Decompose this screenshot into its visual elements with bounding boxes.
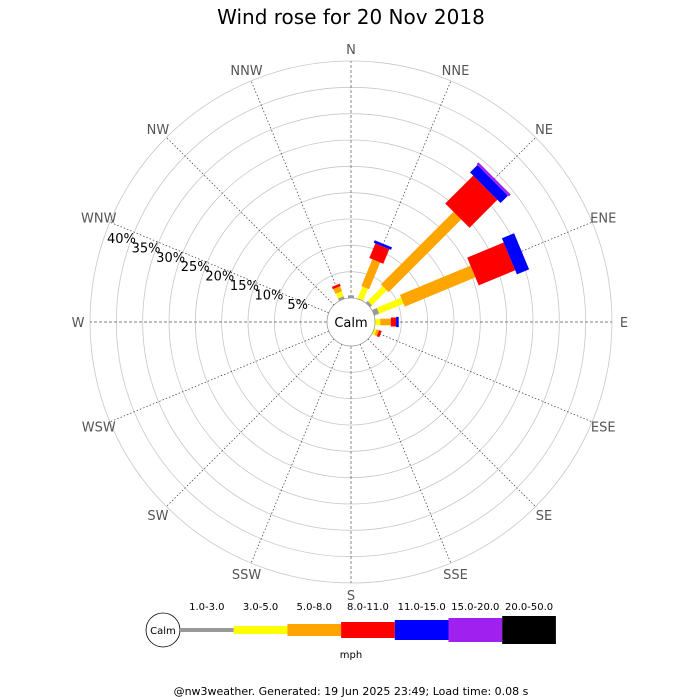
bar-e-11.0-15.0 (396, 316, 399, 328)
direction-label-sse: SSE (443, 568, 468, 583)
bar-ne-15.0-20.0 (476, 162, 511, 197)
bar-ne-5.0-8.0 (380, 211, 462, 293)
bar-ese-3.0-5.0 (372, 328, 377, 335)
grid-spoke (367, 338, 536, 507)
grid-spoke (166, 137, 335, 306)
bar-n-1.0-3.0 (348, 295, 354, 298)
calm-label: Calm (334, 316, 367, 331)
legend-bin-label: 1.0-3.0 (189, 602, 224, 613)
radial-label: 40% (107, 232, 136, 247)
legend-unit: mph (340, 650, 362, 661)
legend-swatch-11.0-15.0 (394, 620, 449, 640)
direction-label-nnw: NNW (230, 64, 262, 79)
legend-bin-label: 8.0-11.0 (347, 602, 389, 613)
direction-label-n: N (346, 43, 356, 58)
radial-label: 30% (156, 251, 185, 266)
direction-label-wsw: WSW (82, 420, 116, 435)
calm-center: Calm (326, 297, 376, 347)
legend-bin-label: 20.0-50.0 (505, 602, 553, 613)
legend-bin-label: 15.0-20.0 (451, 602, 499, 613)
grid-spoke (250, 344, 343, 564)
radial-label: 15% (230, 279, 259, 294)
grid-spoke (109, 330, 329, 423)
grid-spoke (109, 221, 329, 314)
bar-ene-5.0-8.0 (399, 265, 476, 307)
grid-ring (247, 218, 455, 426)
bar-ne-1.0-3.0 (365, 301, 372, 308)
grid-spoke (166, 338, 335, 507)
grid-spoke (250, 80, 343, 300)
legend-swatch-8.0-11.0 (341, 622, 395, 638)
legend-calm-label: Calm (150, 626, 176, 637)
calm-circle (326, 297, 376, 347)
direction-label-sw: SW (147, 509, 168, 524)
legend-bin-label: 3.0-5.0 (243, 602, 278, 613)
direction-label-ese: ESE (591, 420, 616, 435)
legend-swatch-1.0-3.0 (180, 628, 234, 632)
bar-nne-8.0-11.0 (369, 243, 390, 264)
direction-label-ssw: SSW (232, 568, 262, 583)
direction-label-nw: NW (147, 123, 170, 138)
grid-ring (142, 113, 560, 531)
bar-e-8.0-11.0 (390, 317, 397, 327)
bar-e-3.0-5.0 (375, 319, 381, 325)
bar-ese-5.0-8.0 (374, 329, 380, 336)
radial-labels: 5%10%15%20%25%30%35%40% (107, 232, 308, 313)
legend-swatch-15.0-20.0 (448, 618, 503, 642)
legend-swatch-20.0-50.0 (502, 616, 556, 644)
bar-nnw-5.0-8.0 (333, 286, 343, 294)
direction-label-s: S (347, 589, 355, 604)
wind-bars (331, 162, 530, 338)
legend-swatch-5.0-8.0 (287, 624, 342, 636)
grid-spoke (359, 344, 452, 564)
bar-ne-8.0-11.0 (445, 175, 498, 228)
direction-label-nne: NNE (442, 64, 470, 79)
bar-e-5.0-8.0 (380, 318, 391, 326)
direction-label-wnw: WNW (81, 212, 117, 227)
chart-title: Wind rose for 20 Nov 2018 (217, 5, 485, 29)
bar-nnw-8.0-11.0 (331, 283, 341, 290)
direction-label-se: SE (536, 509, 552, 524)
bar-ene-8.0-11.0 (467, 242, 516, 286)
bar-ene-11.0-15.0 (501, 233, 530, 275)
bar-nne-11.0-15.0 (373, 240, 392, 250)
bar-ne-11.0-15.0 (470, 165, 508, 203)
radial-label: 35% (132, 241, 161, 256)
radial-label: 5% (287, 298, 308, 313)
bar-ene-3.0-5.0 (376, 297, 404, 314)
legend-swatch-3.0-5.0 (233, 626, 288, 634)
direction-label-w: W (72, 316, 85, 331)
direction-label-ene: ENE (590, 212, 616, 227)
bar-nnw-1.0-3.0 (338, 296, 345, 301)
radial-label: 25% (181, 260, 210, 275)
radial-label: 20% (205, 270, 234, 285)
direction-label-e: E (620, 316, 628, 331)
legend-bin-label: 11.0-15.0 (398, 602, 446, 613)
bar-ese-8.0-11.0 (376, 330, 382, 338)
legend: Calm 1.0-3.0 3.0-5.0 5.0-8.0 8.0-11.0 11.0-15… (145, 602, 556, 661)
direction-label-ne: NE (535, 123, 553, 138)
legend-bin-label: 5.0-8.0 (297, 602, 332, 613)
direction-labels: N NNE NE ENE E ESE SE SSE S SSW SW WSW W WNW NW NNW (72, 43, 629, 604)
bar-ne-3.0-5.0 (367, 286, 387, 306)
footer-text: @nw3weather. Generated: 19 Jun 2025 23:4… (174, 685, 529, 698)
bar-nne-5.0-8.0 (361, 259, 381, 290)
grid-spoke (373, 330, 593, 423)
bar-nnw-3.0-5.0 (336, 291, 344, 299)
radial-label: 10% (255, 289, 284, 304)
bar-nne-3.0-5.0 (357, 286, 368, 301)
